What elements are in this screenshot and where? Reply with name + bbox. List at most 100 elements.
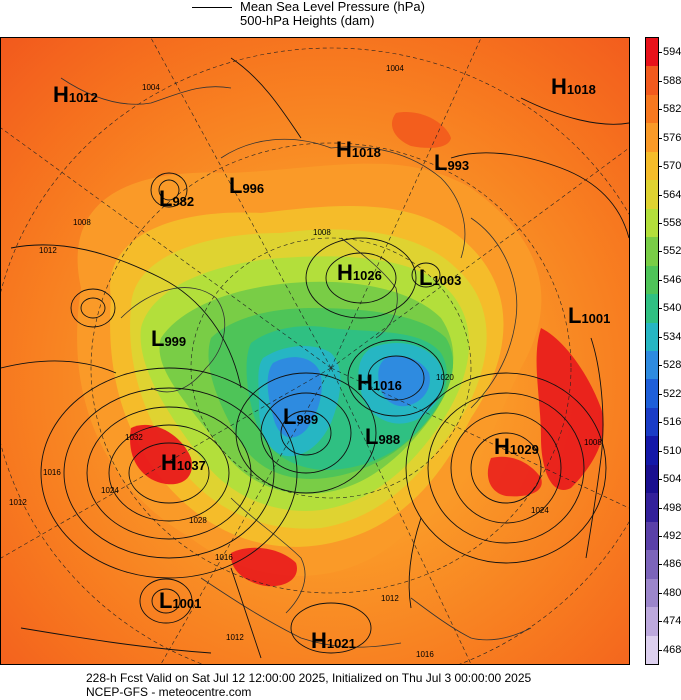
colorbar-segment [646, 94, 658, 124]
isobar-label: 1024 [531, 506, 549, 515]
isobar-label: 1012 [39, 246, 57, 255]
system-value: 1018 [351, 145, 381, 160]
colorbar-tick [659, 393, 662, 395]
colorbar-label: 558 [663, 216, 681, 229]
colorbar-label: 480 [663, 586, 681, 599]
colorbar-tick [659, 109, 662, 111]
colorbar-label: 510 [663, 444, 681, 457]
pressure-system: L996 [229, 173, 264, 199]
colorbar-segment [646, 237, 658, 267]
system-value: 1026 [352, 268, 382, 283]
isobar-label: 1012 [9, 498, 27, 507]
pressure-system: H1037 [161, 450, 206, 476]
colorbar-label: 498 [663, 501, 681, 514]
colorbar-tick [659, 479, 662, 481]
system-value: 1029 [509, 442, 539, 457]
colorbar-label: 528 [663, 359, 681, 372]
colorbar-segment [646, 38, 658, 67]
system-type: L [283, 404, 297, 429]
system-value: 1016 [372, 378, 402, 393]
colorbar-segment [646, 351, 658, 380]
isobar-label: 1016 [416, 650, 434, 659]
system-type: H [311, 628, 327, 653]
colorbar-segment [646, 66, 658, 96]
colorbar-label: 534 [663, 330, 681, 343]
latitude-circle-middle [90, 142, 572, 594]
system-value: 993 [447, 158, 470, 173]
system-value: 1021 [326, 636, 356, 651]
colorbar-label: 582 [663, 103, 681, 116]
colorbar-label: 540 [663, 302, 681, 315]
colorbar-segment [646, 322, 658, 352]
system-value: 999 [164, 334, 187, 349]
colorbar-label: 564 [663, 188, 681, 201]
footer-source: NCEP-GFS - meteocentre.com [86, 685, 252, 699]
system-value: 1012 [68, 90, 98, 105]
colorbar-segment [646, 578, 658, 608]
isobar-label: 1004 [142, 83, 160, 92]
colorbar-label: 492 [663, 529, 681, 542]
pressure-system: H1029 [494, 434, 539, 460]
system-value: 989 [296, 412, 319, 427]
system-type: H [494, 434, 510, 459]
colorbar-tick [659, 194, 662, 196]
system-type: L [159, 588, 173, 613]
system-type: H [336, 137, 352, 162]
colorbar-label: 516 [663, 416, 681, 429]
legend-line-symbol [192, 7, 232, 8]
colorbar [645, 37, 659, 665]
system-type: H [551, 74, 567, 99]
colorbar-tick [659, 621, 662, 623]
pressure-system: L988 [365, 424, 400, 450]
colorbar-label: 474 [663, 615, 681, 628]
isobar-label: 1004 [386, 64, 404, 73]
height-max-west-ocean [130, 424, 192, 485]
colorbar-label: 588 [663, 74, 681, 87]
colorbar-segment [646, 464, 658, 494]
colorbar-segment [646, 635, 658, 665]
colorbar-tick [659, 251, 662, 253]
system-value: 996 [242, 181, 265, 196]
colorbar-segment [646, 521, 658, 551]
system-type: L [159, 186, 173, 211]
pressure-system: L993 [434, 150, 469, 176]
pressure-system: L982 [159, 186, 194, 212]
height-max-southwest [230, 547, 297, 587]
colorbar-tick [659, 564, 662, 566]
colorbar-segment [646, 379, 658, 409]
colorbar-segment [646, 294, 658, 324]
colorbar-tick [659, 52, 662, 54]
latitude-circle-outer [1, 47, 629, 664]
colorbar-label: 594 [663, 46, 681, 59]
height-contour-528-b [378, 356, 430, 407]
colorbar-segment [646, 493, 658, 523]
height-max-east-ocean-b [487, 456, 542, 497]
system-type: L [419, 265, 433, 290]
colorbar-tick [659, 166, 662, 168]
system-type: H [357, 370, 373, 395]
colorbar-tick [659, 649, 662, 651]
isobar-label: 1008 [313, 228, 331, 237]
system-value: 1018 [566, 82, 596, 97]
pressure-system: H1012 [53, 82, 98, 108]
legend: Mean Sea Level Pressure (hPa) 500-hPa He… [190, 0, 490, 30]
legend-heights-label: 500-hPa Heights (dam) [240, 13, 375, 28]
latitude-circle-inner [190, 237, 472, 499]
colorbar-segment [646, 151, 658, 181]
system-type: H [337, 260, 353, 285]
footer-valid-time: 228-h Fcst Valid on Sat Jul 12 12:00:00 … [86, 671, 532, 685]
pressure-system: L1001 [568, 303, 610, 329]
colorbar-label: 468 [663, 643, 681, 656]
colorbar-segment [646, 180, 658, 210]
height-contour-528 [267, 357, 322, 438]
isobar-label: 1024 [101, 486, 119, 495]
height-max-north [391, 112, 451, 148]
system-value: 1001 [581, 311, 611, 326]
isobar-label: 1032 [125, 433, 143, 442]
colorbar-tick [659, 365, 662, 367]
colorbar-segment [646, 208, 658, 238]
isobar-label: 1008 [584, 438, 602, 447]
meridian-lines [1, 38, 629, 664]
system-type: L [229, 173, 243, 198]
colorbar-tick [659, 80, 662, 82]
